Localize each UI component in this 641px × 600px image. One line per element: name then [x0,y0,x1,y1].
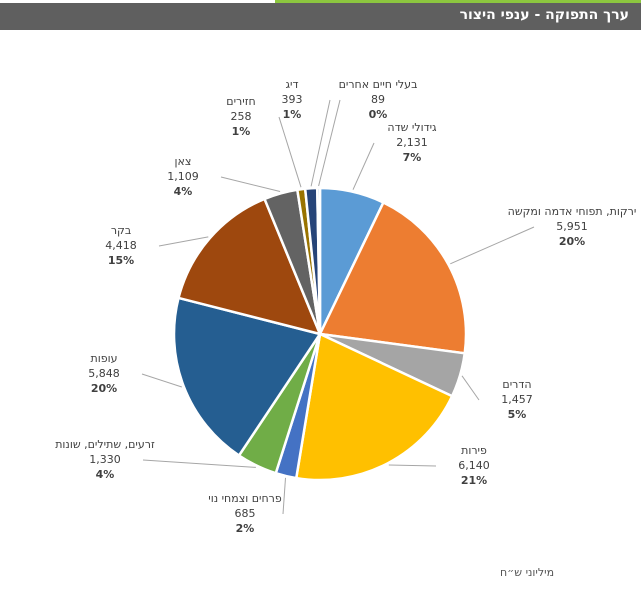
slice-name-label: הדרים [502,378,531,391]
slice-percent-label: 2% [236,522,255,535]
slice-value-label: 1,109 [167,170,199,183]
leader-line [158,236,209,247]
slice-name-label: פרחים וצמחי נוי [208,492,282,505]
pie-slices [172,186,468,482]
leader-line [318,99,341,187]
slice-value-label: 685 [235,507,256,520]
slice-name-label: דיג [286,78,299,91]
slice-value-label: 258 [231,110,252,123]
slice-name-label: עופות [91,352,118,365]
leader-line [278,116,302,188]
slice-percent-label: 20% [91,382,117,395]
pie-slice [315,186,322,335]
pie-slice [177,197,323,336]
slice-percent-label: 15% [108,254,134,267]
slice-name-label: גידולי שדה [387,121,437,134]
slice-percent-label: 20% [559,235,585,248]
slice-percent-label: 4% [174,185,193,198]
slice-percent-label: 4% [96,468,115,481]
leader-line [220,176,281,192]
slice-name-label: חזירים [226,95,255,108]
slice-name-label: צאן [175,155,192,168]
slice-value-label: 4,418 [105,239,137,252]
pie-slice [318,200,468,355]
slice-percent-label: 0% [369,108,388,121]
leader-line [142,459,256,468]
slice-value-label: 5,848 [88,367,120,380]
slice-percent-label: 1% [232,125,251,138]
slice-value-label: 6,140 [458,459,490,472]
slice-name-label: ירקות, תפוחי אדמה ומקשה [508,205,637,218]
unit-note: מיליוני ש״ח [500,566,555,579]
slice-percent-label: 21% [461,474,487,487]
slice-name-label: בקר [111,224,131,237]
slice-name-label: בעלי חיים אחרים [339,78,418,91]
leader-line [310,99,331,187]
slice-value-label: 1,457 [501,393,533,406]
leader-line [461,375,480,401]
slice-value-label: 1,330 [89,453,121,466]
leader-line [352,142,375,190]
pie-slice [294,332,454,482]
leader-line [282,477,286,515]
pie-slice [172,296,323,458]
header-accent-bar [275,0,641,3]
chart-header: ערך התפוקה - ענפי היצור [0,3,641,30]
slice-value-label: 2,131 [396,136,428,149]
leader-line [388,464,437,467]
chart-title: ערך התפוקה - ענפי היצור [459,7,629,23]
slice-name-label: פירות [461,444,487,457]
slice-percent-label: 1% [283,108,302,121]
slice-value-label: 89 [371,93,385,106]
slice-value-label: 5,951 [556,220,588,233]
slice-value-label: 393 [282,93,303,106]
leader-line [450,226,535,265]
slice-labels: גידולי שדה 2,131 7% ירקות, תפוחי אדמה ומקשה… [55,78,636,535]
slice-name-label: זרעים, שתילים, שונות [55,438,155,451]
leader-line [141,373,182,388]
leader-lines [141,99,535,515]
slice-percent-label: 5% [508,408,527,421]
slice-percent-label: 7% [403,151,422,164]
